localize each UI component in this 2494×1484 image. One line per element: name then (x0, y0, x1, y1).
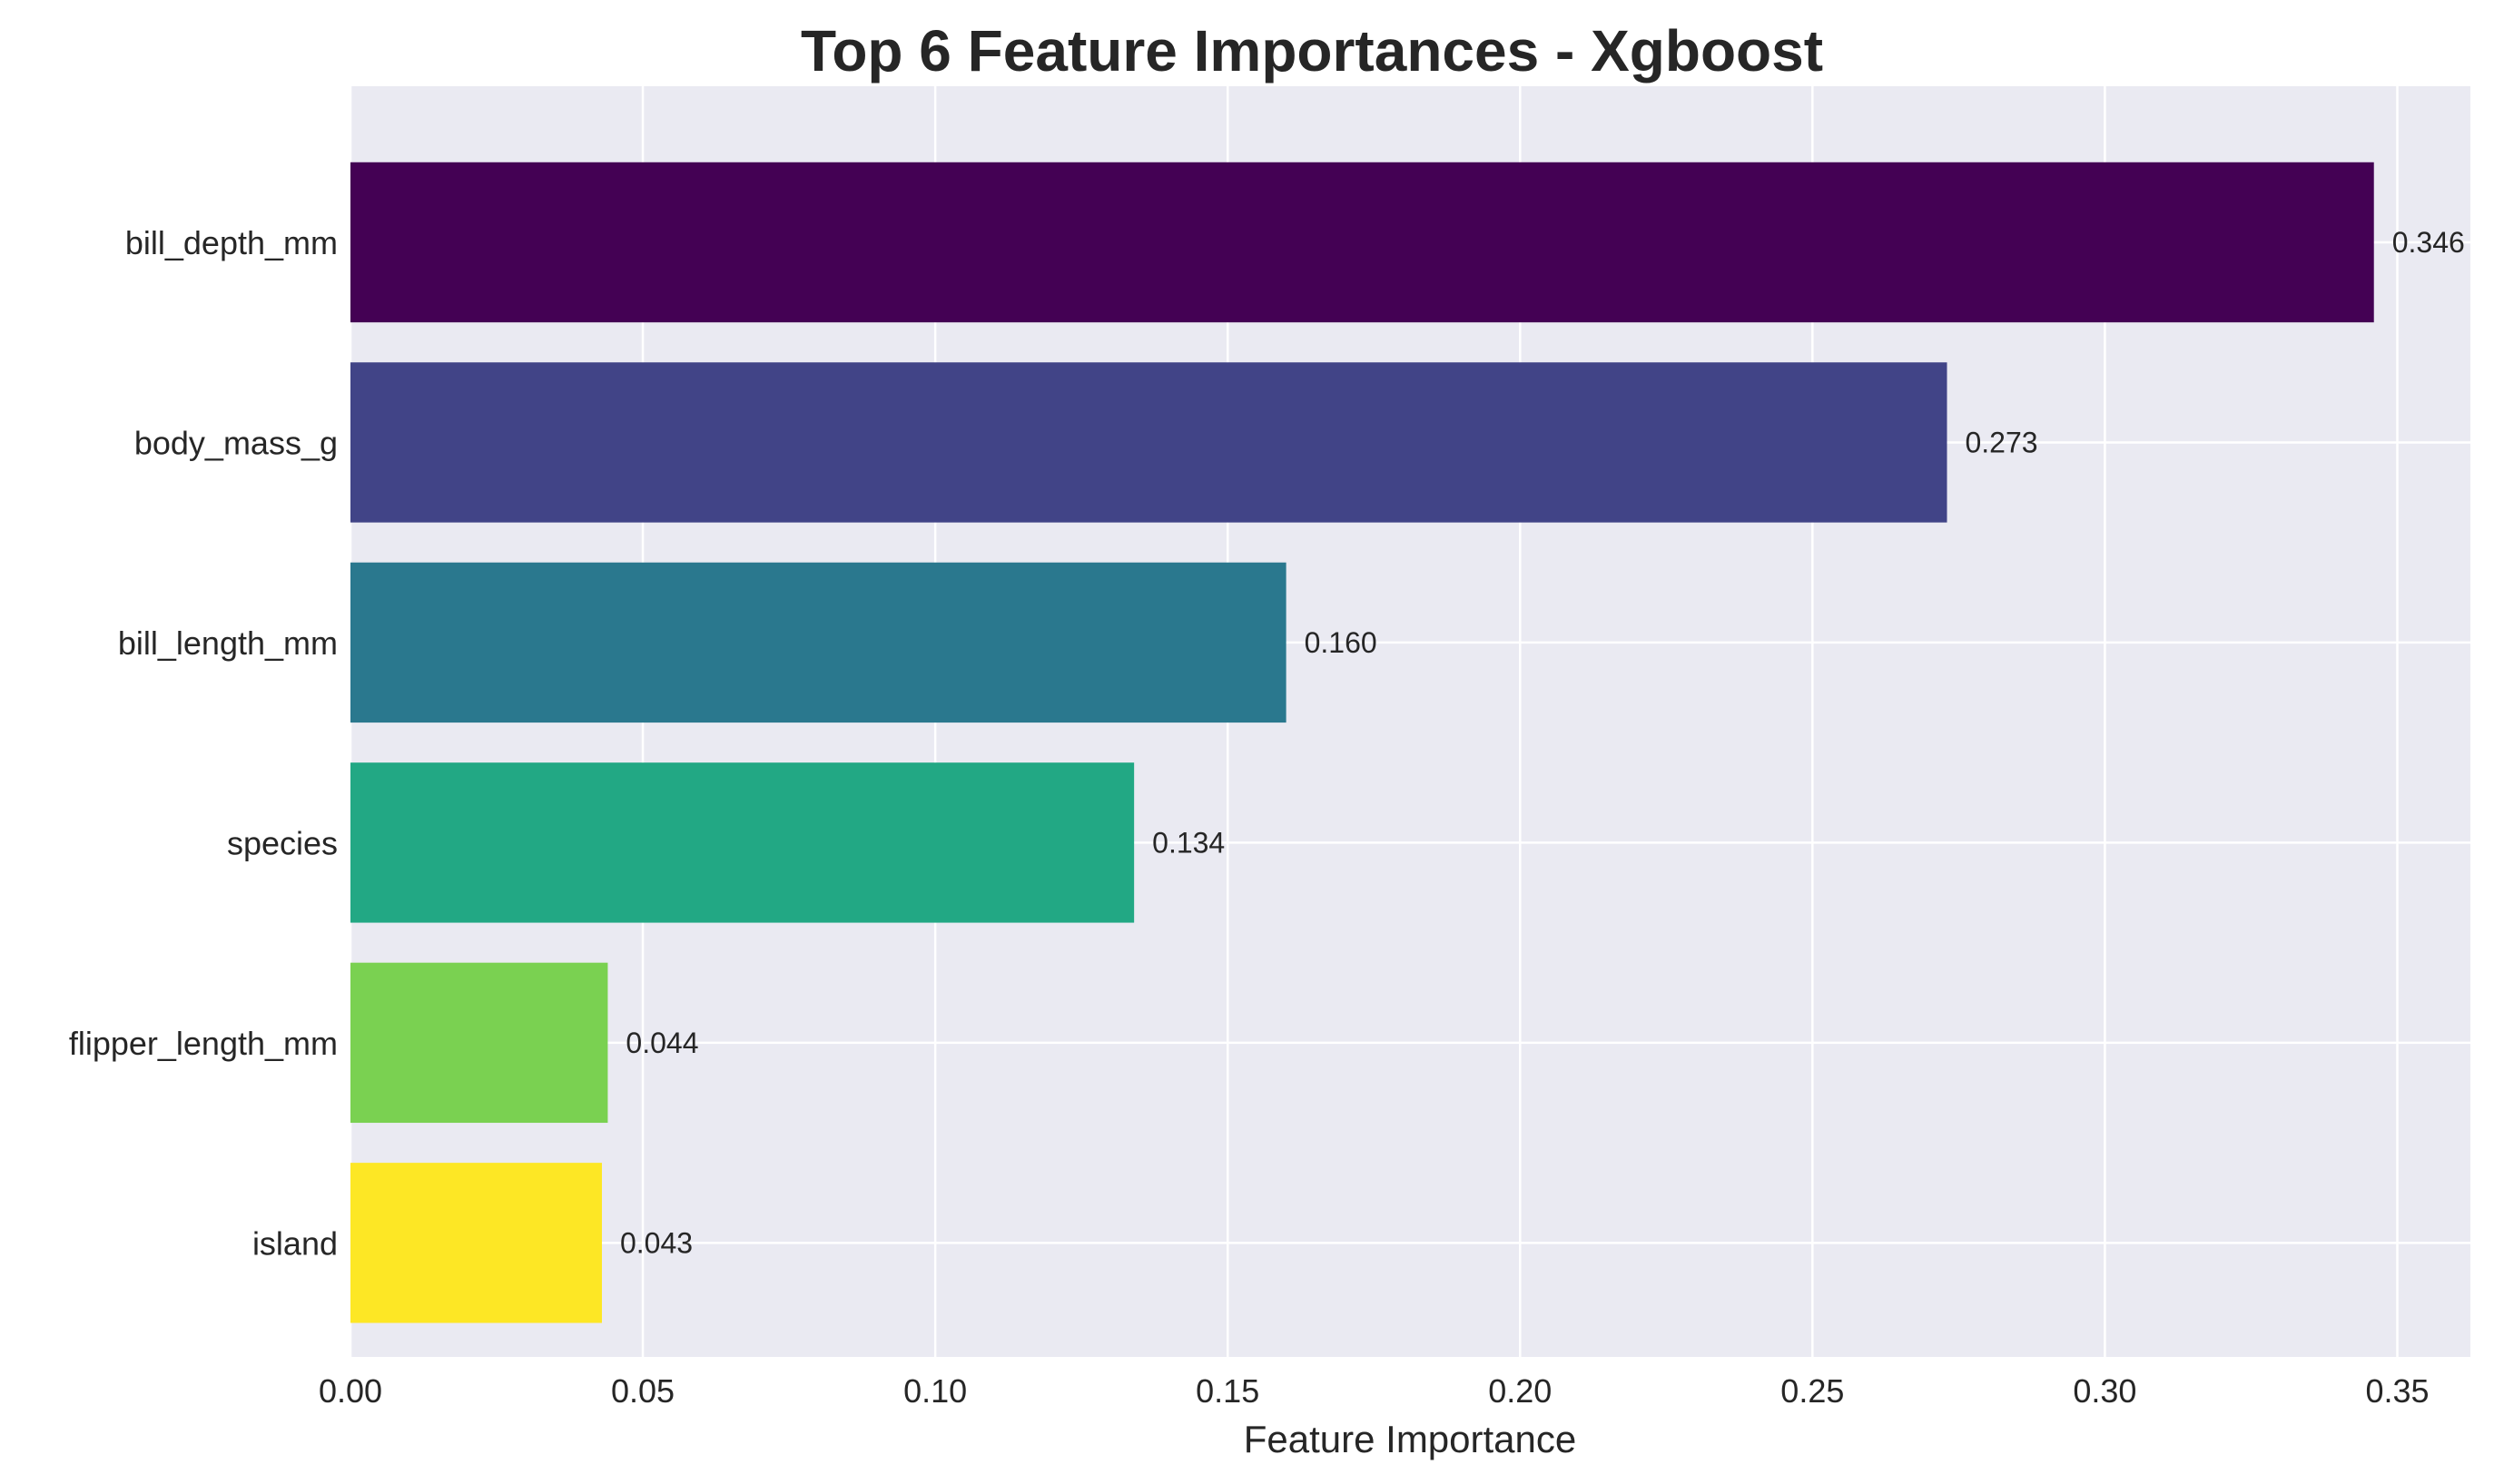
x-tick-label: 0.30 (2073, 1372, 2136, 1410)
x-tick-label: 0.25 (1780, 1372, 1844, 1410)
chart-title: Top 6 Feature Importances - Xgboost (801, 18, 1823, 84)
y-tick-label: flipper_length_mm (69, 1025, 338, 1062)
value-label: 0.043 (620, 1226, 693, 1259)
y-axis-labels: bill_depth_mm body_mass_g bill_length_mmsp… (69, 224, 338, 1262)
value-label: 0.160 (1305, 626, 1377, 659)
bar-body-mass-g (350, 362, 1947, 522)
bar-bill-depth-mm (350, 162, 2374, 322)
y-tick-label: island (252, 1224, 338, 1262)
y-tick-label: bill_depth_mm (125, 224, 338, 261)
x-tick-label: 0.10 (903, 1372, 967, 1410)
x-tick-label: 0.20 (1488, 1372, 1552, 1410)
value-label: 0.134 (1152, 826, 1225, 859)
bar-island (350, 1163, 602, 1322)
y-tick-label: bill_length_mm (118, 624, 338, 662)
value-label: 0.044 (626, 1027, 698, 1059)
x-tick-label: 0.05 (611, 1372, 675, 1410)
x-tick-label: 0.15 (1196, 1372, 1259, 1410)
x-axis-label: Feature Importance (1244, 1418, 1577, 1460)
value-label: 0.273 (1965, 426, 2037, 458)
y-tick-label: species (227, 824, 338, 861)
bar-bill-length-mm (350, 563, 1286, 722)
y-tick-label: body_mass_g (134, 424, 338, 461)
bar-species (350, 762, 1134, 922)
value-label: 0.346 (2392, 226, 2465, 259)
bar-flipper-length-mm (350, 963, 607, 1123)
x-tick-label: 0.00 (319, 1372, 382, 1410)
x-tick-label: 0.35 (2365, 1372, 2429, 1410)
x-axis-tick-labels: 0.00 0.05 0.10 0.15 0.20 0.25 0.30 0.35 (319, 1372, 2430, 1410)
